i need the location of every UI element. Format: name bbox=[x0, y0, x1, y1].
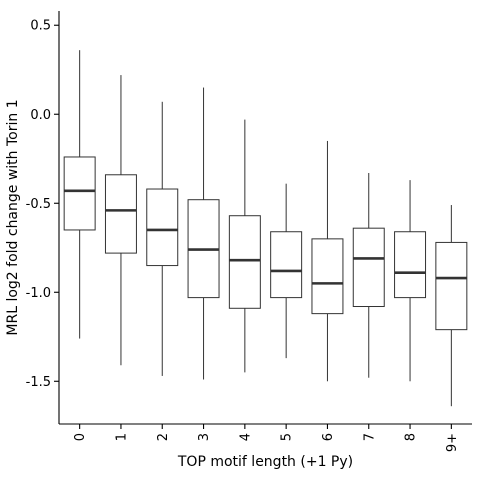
x-tick-label: 6 bbox=[321, 433, 336, 441]
x-tick-label: 2 bbox=[156, 433, 171, 441]
box-3 bbox=[187, 87, 220, 380]
y-tick-label: -1.0 bbox=[26, 286, 51, 301]
box-6 bbox=[311, 140, 344, 382]
box-4 bbox=[228, 119, 261, 373]
axes: 0.5 0.0 -0.5 -1.0 -1.5 0 1 2 3 4 5 6 7 8 9+ bbox=[26, 11, 472, 452]
box-iqr bbox=[228, 215, 261, 309]
box-1 bbox=[104, 75, 137, 366]
box-9+ bbox=[435, 205, 468, 407]
box-iqr bbox=[352, 227, 385, 308]
box-iqr bbox=[63, 156, 96, 231]
box-iqr bbox=[311, 238, 344, 315]
box-iqr bbox=[104, 174, 137, 254]
x-tick-label: 9+ bbox=[445, 433, 460, 452]
x-tick-label: 8 bbox=[404, 433, 419, 441]
x-tick-label: 7 bbox=[362, 433, 377, 441]
box-8 bbox=[394, 180, 427, 382]
x-axis-title: TOP motif length (+1 Py) bbox=[177, 454, 353, 470]
box-5 bbox=[270, 183, 303, 359]
x-axis-ticks: 0 1 2 3 4 5 6 7 8 9+ bbox=[73, 424, 460, 452]
x-tick-label: 3 bbox=[197, 433, 212, 441]
box-iqr bbox=[394, 231, 427, 299]
box-2 bbox=[146, 101, 179, 376]
box-7 bbox=[352, 172, 385, 378]
plot-area bbox=[63, 50, 468, 407]
x-tick-label: 0 bbox=[73, 433, 88, 441]
box-iqr bbox=[146, 188, 179, 267]
box-iqr bbox=[435, 241, 468, 331]
y-axis-title: MRL log2 fold change with Torin 1 bbox=[5, 99, 21, 335]
y-tick-label: -1.5 bbox=[26, 375, 51, 390]
x-tick-label: 4 bbox=[238, 433, 253, 441]
x-tick-label: 5 bbox=[280, 433, 295, 441]
box-iqr bbox=[270, 231, 303, 299]
y-tick-label: -0.5 bbox=[26, 197, 51, 212]
x-tick-label: 1 bbox=[114, 433, 129, 441]
y-tick-label: 0.0 bbox=[30, 108, 51, 123]
y-tick-label: 0.5 bbox=[30, 19, 51, 34]
y-axis-ticks: 0.5 0.0 -0.5 -1.0 -1.5 bbox=[26, 19, 59, 390]
box-0 bbox=[63, 50, 96, 339]
